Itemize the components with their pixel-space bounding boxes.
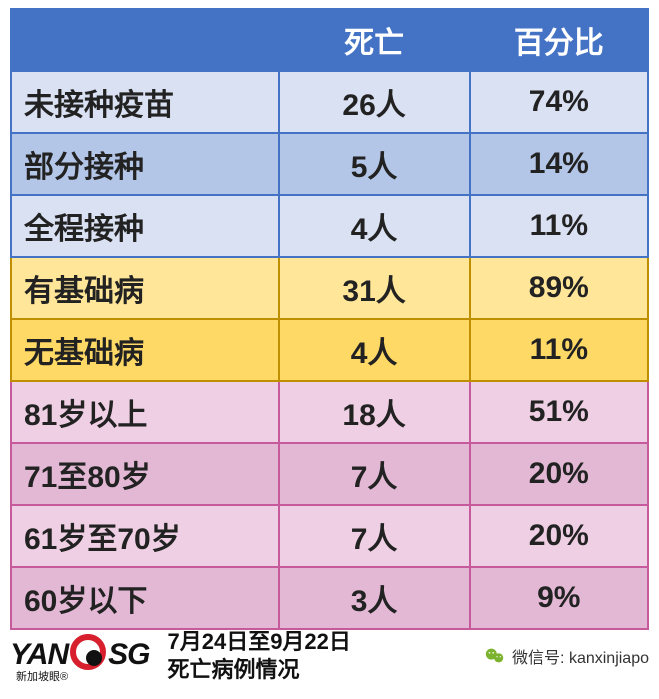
table-header: 死亡百分比 [11, 9, 648, 71]
caption-line1: 7月24日至9月22日 [167, 628, 350, 657]
logo-q-icon [70, 634, 106, 670]
table-cell: 11% [470, 319, 648, 381]
table-cell: 71至80岁 [11, 443, 279, 505]
table-row: 81岁以上18人51% [11, 381, 648, 443]
table-cell: 26人 [279, 71, 470, 133]
table-cell: 部分接种 [11, 133, 279, 195]
table-cell: 9% [470, 567, 648, 629]
header-cell [11, 9, 279, 71]
wechat-credit: 微信号: kanxinjiapo [484, 644, 649, 668]
header-cell: 百分比 [470, 9, 648, 71]
table-cell: 74% [470, 71, 648, 133]
table-cell: 61岁至70岁 [11, 505, 279, 567]
table-cell: 未接种疫苗 [11, 71, 279, 133]
table-row: 有基础病31人89% [11, 257, 648, 319]
table-cell: 全程接种 [11, 195, 279, 257]
table-row: 71至80岁7人20% [11, 443, 648, 505]
table-cell: 7人 [279, 505, 470, 567]
table-cell: 51% [470, 381, 648, 443]
table-cell: 4人 [279, 195, 470, 257]
logo: YAN SG 新加坡眼® [10, 628, 149, 684]
table-cell: 31人 [279, 257, 470, 319]
table-cell: 20% [470, 505, 648, 567]
table-cell: 7人 [279, 443, 470, 505]
footer: YAN SG 新加坡眼® 7月24日至9月22日 死亡病例情况 微信号: kan… [0, 628, 659, 685]
logo-sg: SG [108, 638, 149, 672]
table-row: 无基础病4人11% [11, 319, 648, 381]
table-cell: 无基础病 [11, 319, 279, 381]
table-row: 60岁以下3人9% [11, 567, 648, 629]
table-cell: 81岁以上 [11, 381, 279, 443]
table-cell: 有基础病 [11, 257, 279, 319]
table-cell: 20% [470, 443, 648, 505]
caption-line2: 死亡病例情况 [167, 656, 350, 685]
table-cell: 89% [470, 257, 648, 319]
data-table: 死亡百分比 未接种疫苗26人74%部分接种5人14%全程接种4人11%有基础病3… [10, 8, 649, 630]
logo-yan: YAN [10, 638, 68, 672]
table-cell: 14% [470, 133, 648, 195]
header-cell: 死亡 [279, 9, 470, 71]
table-cell: 18人 [279, 381, 470, 443]
table-body: 未接种疫苗26人74%部分接种5人14%全程接种4人11%有基础病31人89%无… [11, 71, 648, 629]
table-cell: 11% [470, 195, 648, 257]
table-cell: 4人 [279, 319, 470, 381]
wechat-label: 微信号: kanxinjiapo [512, 644, 649, 668]
table-cell: 60岁以下 [11, 567, 279, 629]
table-cell: 5人 [279, 133, 470, 195]
caption: 7月24日至9月22日 死亡病例情况 [167, 628, 350, 685]
table-row: 部分接种5人14% [11, 133, 648, 195]
table-cell: 3人 [279, 567, 470, 629]
table-row: 未接种疫苗26人74% [11, 71, 648, 133]
table-row: 全程接种4人11% [11, 195, 648, 257]
table-row: 61岁至70岁7人20% [11, 505, 648, 567]
wechat-icon [484, 645, 506, 667]
